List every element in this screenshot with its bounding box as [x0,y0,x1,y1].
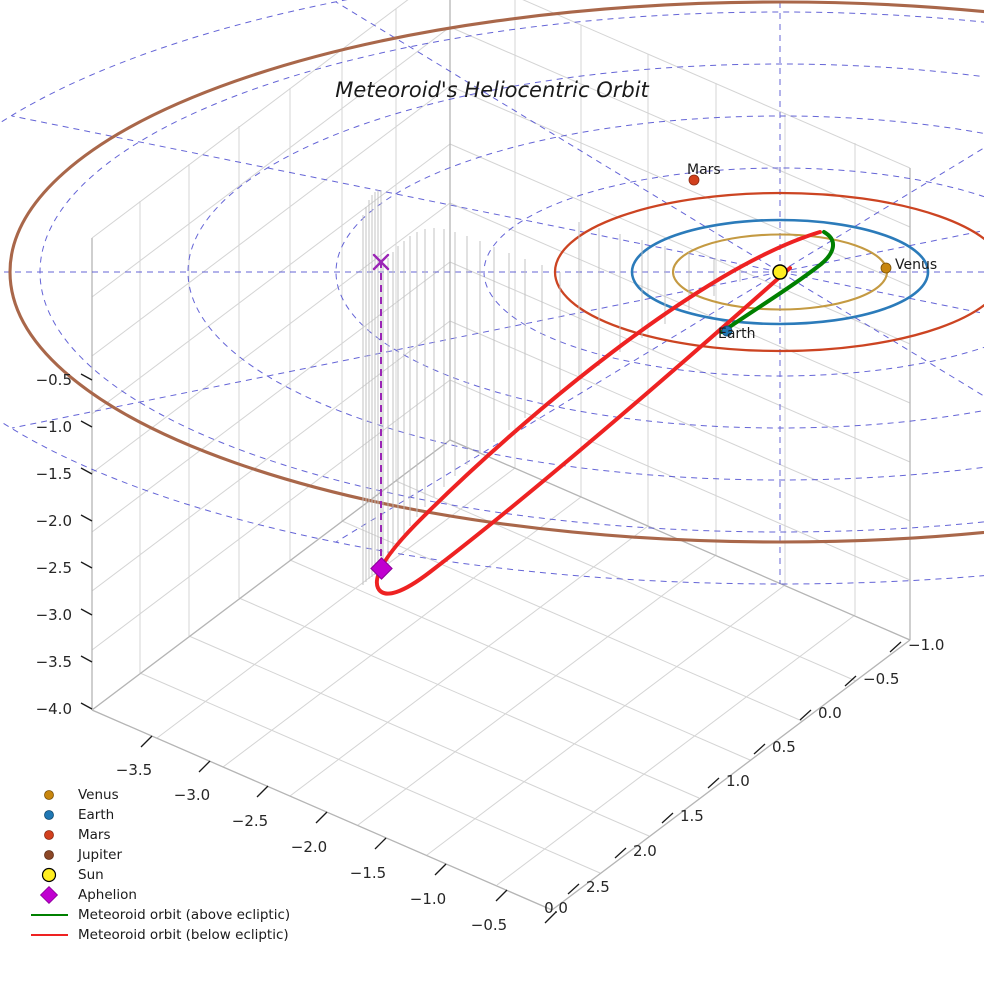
z-tick-0: −0.5 [36,371,72,389]
legend-item-earth[interactable]: Earth [44,807,115,823]
planet-marker-mars [688,174,700,186]
meteoroid-orbit-below-ecliptic [374,230,822,596]
x-tick-1: −3.0 [174,786,210,804]
x-tick-6: −0.5 [471,916,507,934]
y-tick-5: 1.5 [680,807,704,825]
legend-marker-mars-icon [44,830,54,840]
planet-marker-venus [880,262,892,274]
label-earth: Earth [718,326,756,342]
sun-marker [772,264,788,280]
legend: Venus Earth Mars Jupiter [31,787,290,943]
legend-item-jupiter[interactable]: Jupiter [44,847,123,863]
meteoroid-orbit-above-ecliptic [720,230,835,334]
legend-label-venus: Venus [78,787,119,803]
label-mars: Mars [687,162,721,178]
z-tick-7: −4.0 [36,700,72,718]
label-venus: Venus [895,257,937,273]
legend-item-sun[interactable]: Sun [41,867,104,883]
legend-marker-sun-icon [41,867,57,883]
axis-ticks [80,373,902,924]
legend-item-mars[interactable]: Mars [44,827,111,843]
orbit-earth [630,218,930,326]
x-tick-3: −2.0 [291,838,327,856]
z-tick-4: −2.5 [36,559,72,577]
legend-label-jupiter: Jupiter [77,847,122,863]
legend-item-orbit-below[interactable]: Meteoroid orbit (below ecliptic) [31,927,289,943]
x-tick-4: −1.5 [350,864,386,882]
y-tick-6: 2.0 [633,842,657,860]
y-tick-0: −1.0 [908,636,944,654]
legend-item-orbit-above[interactable]: Meteoroid orbit (above ecliptic) [31,907,290,923]
legend-marker-venus-icon [44,790,54,800]
legend-label-aphelion: Aphelion [78,887,137,903]
axes-spines [91,0,911,911]
y-tick-3: 0.5 [772,738,796,756]
y-tick-1: −0.5 [863,670,899,688]
x-axis-tick-labels: −3.5 −3.0 −2.5 −2.0 −1.5 −1.0 −0.5 0.0 [116,761,568,934]
legend-label-earth: Earth [78,807,114,823]
z-axis-tick-labels: −0.5 −1.0 −1.5 −2.0 −2.5 −3.0 −3.5 −4.0 [36,371,72,718]
z-tick-6: −3.5 [36,653,72,671]
page-title: Meteoroid's Heliocentric Orbit [335,78,649,102]
orbit-stem-lines [362,190,741,585]
orbit-jupiter [8,0,984,544]
legend-marker-aphelion-icon [39,885,59,905]
y-axis-tick-labels: −1.0 −0.5 0.0 0.5 1.0 1.5 2.0 2.5 [586,636,944,896]
z-tick-5: −3.0 [36,606,72,624]
ecliptic-polar-grid [0,0,984,585]
z-tick-1: −1.0 [36,418,72,436]
y-tick-4: 1.0 [726,772,750,790]
orbit-mars [553,191,984,353]
x-tick-0: −3.5 [116,761,152,779]
aphelion-ecliptic-cross-marker [372,253,390,271]
legend-label-mars: Mars [78,827,111,843]
axes-pane-grid [91,0,911,911]
legend-marker-earth-icon [44,810,54,820]
y-tick-2: 0.0 [818,704,842,722]
z-tick-3: −2.0 [36,512,72,530]
legend-item-venus[interactable]: Venus [44,787,119,803]
legend-marker-jupiter-icon [44,850,54,860]
legend-label-orbit-below: Meteoroid orbit (below ecliptic) [78,927,289,943]
aphelion-marker [370,557,393,580]
x-tick-5: −1.0 [410,890,446,908]
z-tick-2: −1.5 [36,465,72,483]
legend-label-orbit-above: Meteoroid orbit (above ecliptic) [78,907,290,923]
x-tick-2: −2.5 [232,812,268,830]
planet-marker-earth [721,325,733,337]
legend-label-sun: Sun [78,867,104,883]
x-tick-7: 0.0 [544,899,568,917]
legend-item-aphelion[interactable]: Aphelion [39,885,137,905]
y-tick-7: 2.5 [586,878,610,896]
